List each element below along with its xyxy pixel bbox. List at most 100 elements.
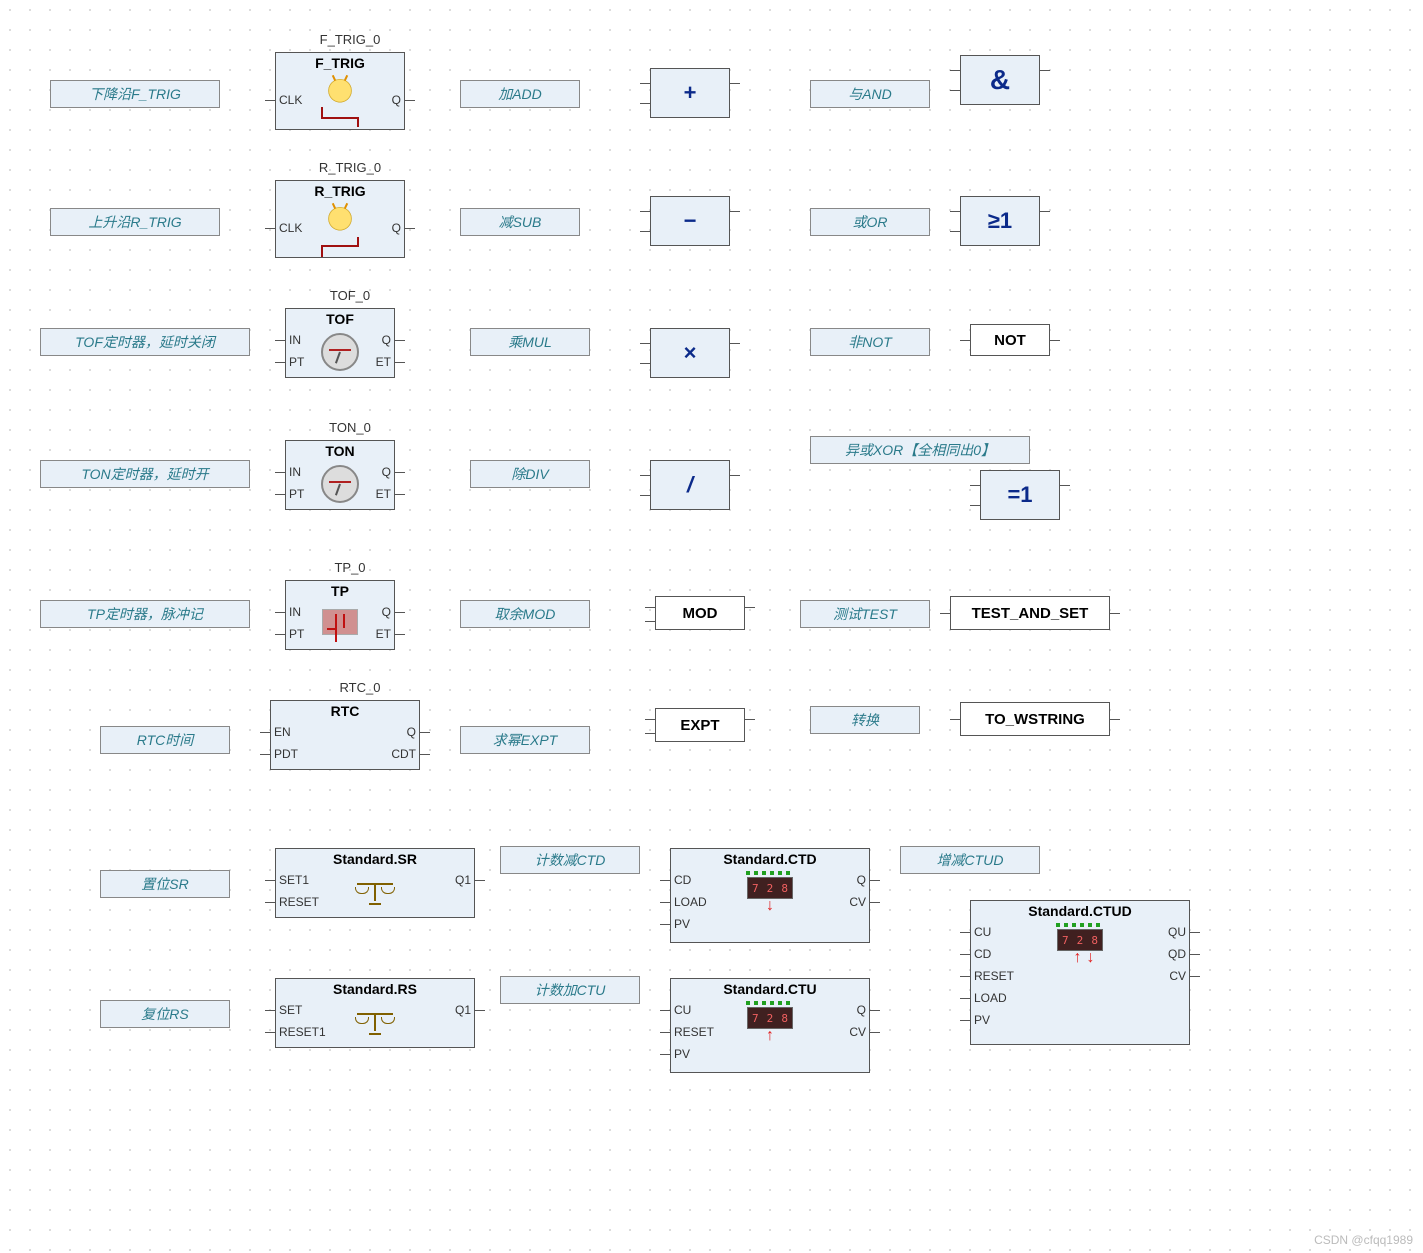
pin-stub: [1190, 954, 1200, 955]
pin-stub: [265, 880, 275, 881]
op-test-and-set[interactable]: TEST_AND_SET: [950, 596, 1110, 630]
pin-stub: [640, 231, 650, 232]
label-tp: TP定时器，脉冲记: [40, 600, 250, 628]
op-or[interactable]: ≥1: [960, 196, 1040, 246]
pin-stub: [1050, 340, 1060, 341]
block-title-sr: Standard.SR: [276, 849, 474, 869]
pin-cv: CV: [1169, 969, 1186, 983]
pin-stub: [640, 103, 650, 104]
pin-stub: [395, 612, 405, 613]
to-wstring-text: TO_WSTRING: [985, 711, 1085, 728]
op-mul[interactable]: ×: [650, 328, 730, 378]
pin-stub: [745, 719, 755, 720]
label-xor: 异或XOR【全相同出0】: [810, 436, 1030, 464]
instance-ton: TON_0: [300, 420, 400, 435]
op-not[interactable]: NOT: [970, 324, 1050, 356]
pin-q: Q: [382, 465, 391, 479]
label-rs: 复位RS: [100, 1000, 230, 1028]
label-tof: TOF定时器，延时关闭: [40, 328, 250, 356]
pin-stub: [730, 475, 740, 476]
op-xor[interactable]: =1: [980, 470, 1060, 520]
pin-pt: PT: [289, 355, 304, 369]
block-rtc[interactable]: RTC EN PDT Q CDT: [270, 700, 420, 770]
arrow-up-icon: ↑: [1073, 949, 1081, 967]
op-to-wstring[interactable]: TO_WSTRING: [960, 702, 1110, 736]
clock-icon: [321, 333, 359, 371]
label-ftrig: 下降沿F_TRIG: [50, 80, 220, 108]
op-div[interactable]: /: [650, 460, 730, 510]
pin-q: Q: [382, 605, 391, 619]
pin-stub: [640, 343, 650, 344]
block-ctd[interactable]: Standard.CTD 728 ↓ CD LOAD PV Q CV: [670, 848, 870, 943]
pin-cu: CU: [674, 1003, 691, 1017]
block-ton[interactable]: TON IN PT Q ET: [285, 440, 395, 510]
pin-stub: [960, 1020, 970, 1021]
rising-edge-icon: [321, 245, 359, 247]
pin-stub: [265, 1032, 275, 1033]
label-ton: TON定时器，延时开: [40, 460, 250, 488]
label-or: 或OR: [810, 208, 930, 236]
and-icon: &: [990, 64, 1010, 96]
pin-stub: [260, 732, 270, 733]
block-ftrig[interactable]: F_TRIG CLK Q: [275, 52, 405, 130]
pin-q: Q: [392, 221, 401, 235]
block-tof[interactable]: TOF IN PT Q ET: [285, 308, 395, 378]
pin-stub: [660, 880, 670, 881]
pin-reset: RESET: [674, 1025, 714, 1039]
pin-stub: [265, 1010, 275, 1011]
label-not: 非NOT: [810, 328, 930, 356]
pin-set: SET: [279, 1003, 302, 1017]
pin-in: IN: [289, 465, 301, 479]
pin-stub: [870, 880, 880, 881]
pin-stub: [645, 719, 655, 720]
pin-stub: [275, 634, 285, 635]
pin-load: LOAD: [974, 991, 1007, 1005]
test-and-set-text: TEST_AND_SET: [972, 605, 1089, 622]
pin-q1: Q1: [455, 1003, 471, 1017]
pin-stub: [275, 472, 285, 473]
pin-et: ET: [376, 355, 391, 369]
block-ctu[interactable]: Standard.CTU 728 ↑ CU RESET PV Q CV: [670, 978, 870, 1073]
bulb-icon: [327, 207, 353, 233]
pin-cv: CV: [849, 1025, 866, 1039]
counter-top-icon: [746, 1001, 794, 1005]
pin-stub: [395, 634, 405, 635]
block-title-ton: TON: [286, 441, 394, 461]
label-mul: 乘MUL: [470, 328, 590, 356]
pin-stub: [730, 211, 740, 212]
pin-stub: [730, 83, 740, 84]
pin-clk: CLK: [279, 221, 302, 235]
block-tp[interactable]: TP IN PT Q ET: [285, 580, 395, 650]
pin-cd: CD: [974, 947, 991, 961]
pin-stub: [970, 505, 980, 506]
pin-stub: [970, 485, 980, 486]
pin-q: Q: [857, 873, 866, 887]
pin-stub: [275, 340, 285, 341]
op-sub[interactable]: −: [650, 196, 730, 246]
op-add[interactable]: +: [650, 68, 730, 118]
pin-stub: [405, 100, 415, 101]
op-mod[interactable]: MOD: [655, 596, 745, 630]
op-expt[interactable]: EXPT: [655, 708, 745, 742]
watermark: CSDN @cfqq1989: [1314, 1233, 1413, 1247]
pin-stub: [660, 1010, 670, 1011]
label-rtrig: 上升沿R_TRIG: [50, 208, 220, 236]
counter-display-icon: 728: [1057, 929, 1103, 951]
op-and[interactable]: &: [960, 55, 1040, 105]
block-rs[interactable]: Standard.RS SET RESET1 Q1: [275, 978, 475, 1048]
div-icon: /: [687, 472, 693, 498]
block-rtrig[interactable]: R_TRIG CLK Q: [275, 180, 405, 258]
pin-pdt: PDT: [274, 747, 298, 761]
pin-cd: CD: [674, 873, 691, 887]
block-sr[interactable]: Standard.SR SET1 RESET Q1: [275, 848, 475, 918]
pin-stub: [275, 362, 285, 363]
pin-stub: [405, 228, 415, 229]
block-ctud[interactable]: Standard.CTUD 728 ↑ ↓ CU CD RESET LOAD P…: [970, 900, 1190, 1045]
pin-clk: CLK: [279, 93, 302, 107]
pin-stub: [395, 472, 405, 473]
pin-in: IN: [289, 605, 301, 619]
pin-cu: CU: [974, 925, 991, 939]
pin-stub: [1060, 485, 1070, 486]
pin-stub: [395, 362, 405, 363]
label-and: 与AND: [810, 80, 930, 108]
